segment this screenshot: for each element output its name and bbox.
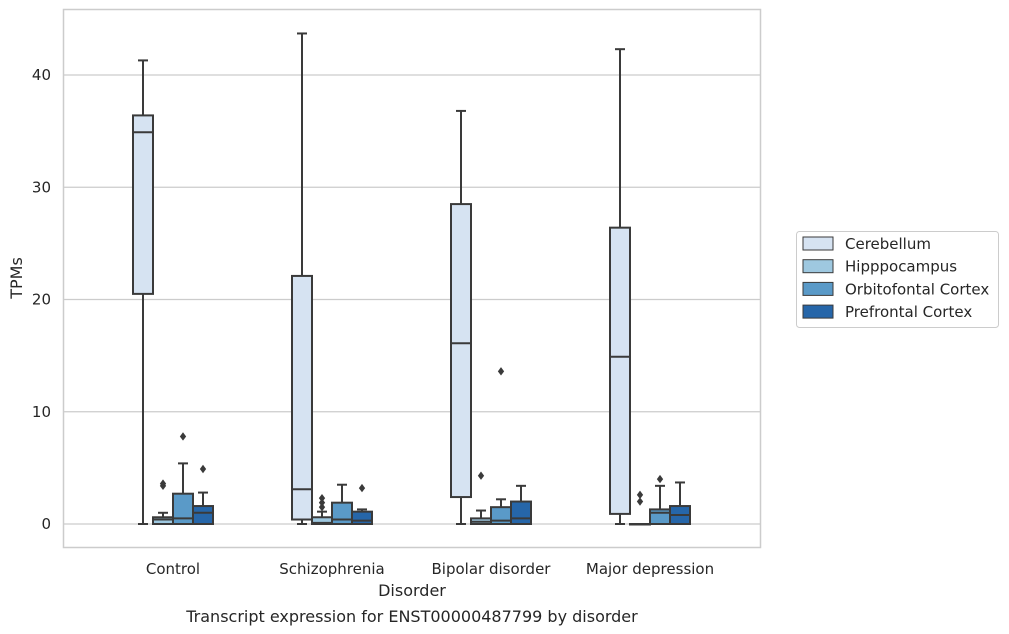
outlier-point xyxy=(497,367,505,376)
legend-frame xyxy=(796,231,999,328)
y-tick-label: 0 xyxy=(41,515,51,533)
x-tick-label: Bipolar disorder xyxy=(432,560,552,578)
box-iqr xyxy=(351,510,373,525)
legend-swatch xyxy=(802,281,834,296)
y-tick-label: 20 xyxy=(32,291,51,309)
box-0-3 xyxy=(609,48,631,525)
outlier-point xyxy=(636,497,644,506)
legend-swatch xyxy=(802,304,834,319)
box-0-0 xyxy=(132,59,154,525)
y-axis-label: TPMs xyxy=(7,257,26,300)
outlier-point xyxy=(656,474,664,484)
outlier-point xyxy=(358,483,366,493)
y-axis-ticks: 0 10 20 30 40 xyxy=(32,66,51,533)
boxes xyxy=(132,32,691,526)
box-0-2 xyxy=(450,109,472,525)
box-iqr xyxy=(291,274,313,521)
box-iqr xyxy=(609,226,631,515)
x-axis-ticks: Control Schizophrenia Bipolar disorder Majo… xyxy=(146,560,714,578)
box-2-1 xyxy=(331,483,353,525)
plot-area-frame xyxy=(62,8,762,549)
box-iqr xyxy=(172,492,194,526)
y-tick-label: 40 xyxy=(32,66,51,84)
legend-swatch xyxy=(802,236,834,251)
x-tick-label: Schizophrenia xyxy=(279,560,384,578)
box-2-2 xyxy=(490,367,512,526)
box-iqr xyxy=(152,516,174,526)
outlier-point xyxy=(636,490,644,500)
box-3-0 xyxy=(192,464,214,526)
box-iqr xyxy=(132,114,154,295)
box-iqr xyxy=(192,505,214,526)
box-1-3 xyxy=(629,490,651,526)
legend-label: Prefrontal Cortex xyxy=(845,303,972,321)
x-tick-label: Control xyxy=(146,560,200,578)
box-0-1 xyxy=(291,32,313,525)
outlier-point xyxy=(318,493,326,503)
box-1-1 xyxy=(311,493,333,526)
legend-label: Cerebellum xyxy=(845,235,931,253)
legend: Cerebellum Hipppocampus Orbitofontal Corte… xyxy=(796,231,999,328)
outlier-point xyxy=(318,498,326,507)
box-iqr xyxy=(649,508,671,526)
legend-label: Hipppocampus xyxy=(845,258,957,276)
box-3-3 xyxy=(669,481,691,526)
outlier-point xyxy=(477,471,485,480)
outlier-point xyxy=(199,464,207,474)
outlier-point xyxy=(318,502,326,512)
legend-label: Orbitofontal Cortex xyxy=(845,280,989,298)
outlier-point xyxy=(159,479,167,488)
x-tick-label: Major depression xyxy=(586,560,714,578)
outlier-point xyxy=(179,432,187,441)
box-iqr xyxy=(450,203,472,499)
box-3-2 xyxy=(510,484,532,525)
chart-caption: Transcript expression for ENST0000048779… xyxy=(185,607,638,626)
y-tick-label: 30 xyxy=(32,178,51,196)
y-tick-label: 10 xyxy=(32,403,51,421)
x-axis-label: Disorder xyxy=(378,581,446,600)
box-1-0 xyxy=(152,479,174,526)
box-2-3 xyxy=(649,474,671,526)
legend-swatch xyxy=(802,259,834,274)
box-3-1 xyxy=(351,483,373,525)
box-iqr xyxy=(510,500,532,525)
box-iqr xyxy=(331,501,353,525)
